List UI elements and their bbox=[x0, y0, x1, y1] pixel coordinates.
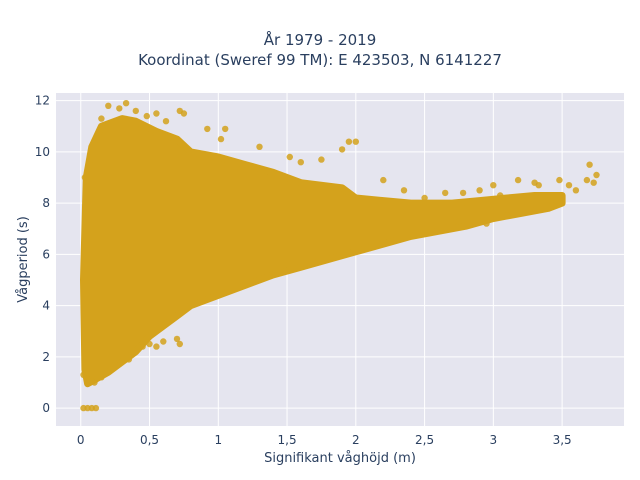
x-tick-label: 2 bbox=[352, 433, 360, 447]
data-point bbox=[345, 138, 353, 145]
data-point bbox=[400, 187, 408, 194]
data-point bbox=[176, 340, 183, 348]
x-axis-label: Signifikant våghöjd (m) bbox=[264, 451, 416, 466]
data-point bbox=[180, 110, 188, 117]
data-point bbox=[352, 138, 359, 145]
data-point bbox=[535, 182, 542, 189]
chart-subtitle: Koordinat (Sweref 99 TM): E 423503, N 61… bbox=[138, 51, 502, 69]
data-point bbox=[153, 130, 160, 138]
y-axis-label: Vågperiod (s) bbox=[16, 216, 31, 303]
x-tick-label: 3,5 bbox=[553, 433, 572, 447]
data-point bbox=[514, 176, 522, 184]
y-tick-label: 8 bbox=[42, 196, 50, 210]
data-point bbox=[146, 340, 153, 348]
data-points bbox=[80, 100, 600, 412]
y-tick-label: 4 bbox=[42, 299, 50, 313]
x-tick-label: 3 bbox=[490, 433, 498, 447]
x-tick-label: 1,5 bbox=[278, 433, 297, 447]
data-point bbox=[565, 182, 573, 189]
data-point bbox=[222, 125, 229, 133]
data-point bbox=[338, 146, 346, 153]
data-point bbox=[162, 118, 170, 125]
y-tick-label: 10 bbox=[35, 145, 50, 159]
data-point bbox=[111, 361, 119, 368]
data-point bbox=[132, 107, 139, 115]
x-tick-label: 1 bbox=[214, 433, 222, 447]
data-point bbox=[92, 404, 100, 412]
data-point bbox=[590, 179, 597, 186]
data-point bbox=[105, 102, 112, 110]
data-point bbox=[217, 135, 225, 143]
data-point bbox=[116, 105, 123, 112]
data-point bbox=[204, 125, 211, 133]
data-point bbox=[139, 343, 146, 350]
y-tick-label: 12 bbox=[35, 94, 50, 108]
data-point bbox=[497, 192, 504, 199]
data-point bbox=[167, 133, 174, 140]
data-point bbox=[483, 220, 490, 227]
data-point bbox=[455, 217, 463, 225]
data-point bbox=[517, 194, 525, 202]
data-point bbox=[442, 189, 449, 197]
y-tick-label: 0 bbox=[42, 401, 50, 415]
data-point bbox=[153, 343, 160, 350]
data-point bbox=[160, 338, 167, 345]
data-point bbox=[153, 110, 160, 117]
x-axis-ticks: 0 0,5 1 1,5 2 2,5 3 3,5 bbox=[77, 433, 572, 447]
data-point bbox=[586, 161, 593, 168]
data-point bbox=[572, 187, 580, 194]
data-point bbox=[545, 197, 552, 204]
data-point bbox=[98, 115, 105, 122]
x-tick-label: 0,5 bbox=[140, 433, 159, 447]
data-point bbox=[80, 371, 87, 378]
data-point bbox=[318, 156, 325, 163]
data-point bbox=[256, 143, 263, 150]
y-tick-label: 2 bbox=[42, 350, 50, 364]
chart-title: År 1979 - 2019 bbox=[263, 31, 377, 49]
data-point bbox=[173, 335, 181, 343]
data-point bbox=[459, 189, 467, 197]
point-cloud bbox=[80, 115, 566, 388]
data-point bbox=[122, 100, 130, 107]
y-axis-ticks: 0 2 4 6 8 10 12 bbox=[35, 94, 50, 415]
data-point bbox=[88, 378, 96, 385]
data-point bbox=[583, 176, 591, 184]
data-point bbox=[503, 212, 511, 220]
data-point bbox=[98, 374, 105, 381]
data-point bbox=[286, 153, 293, 161]
data-point bbox=[421, 194, 428, 202]
data-point bbox=[380, 176, 387, 184]
data-point bbox=[125, 356, 133, 363]
data-point bbox=[593, 171, 600, 179]
data-point bbox=[143, 112, 150, 120]
data-point bbox=[81, 174, 89, 181]
x-tick-label: 0 bbox=[77, 433, 85, 447]
data-point bbox=[490, 182, 497, 189]
data-point bbox=[297, 159, 304, 166]
data-point bbox=[556, 176, 563, 184]
y-tick-label: 6 bbox=[42, 247, 50, 261]
x-tick-label: 2,5 bbox=[415, 433, 434, 447]
data-point bbox=[476, 187, 483, 194]
